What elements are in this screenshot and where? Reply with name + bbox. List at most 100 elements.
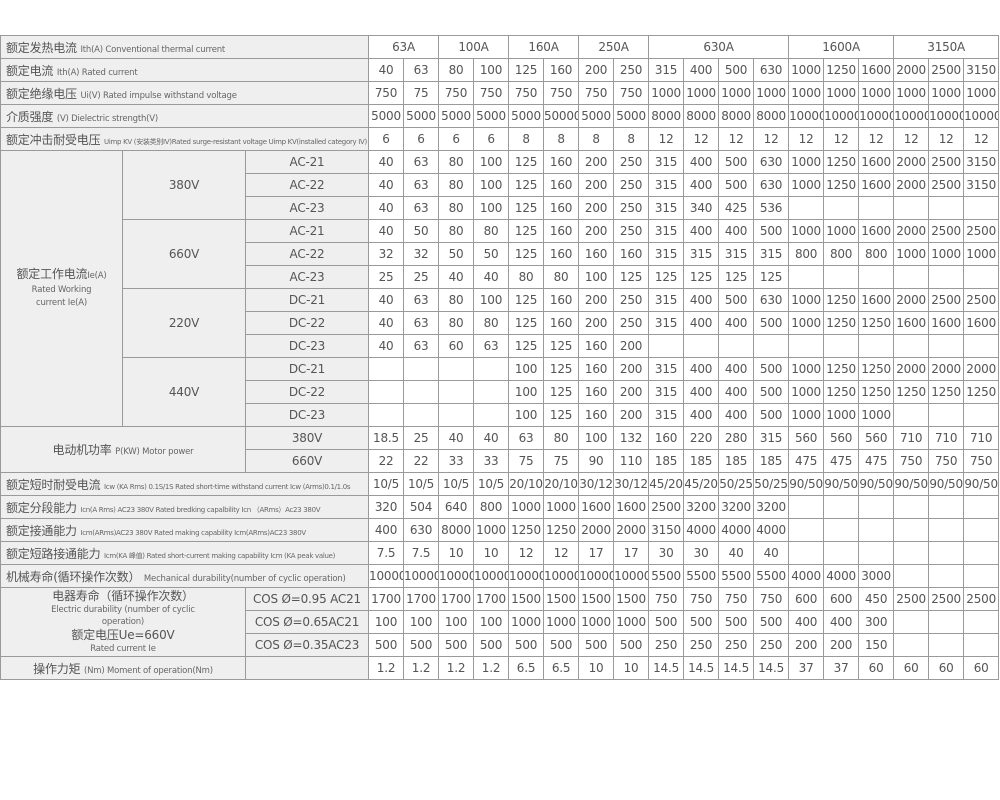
voltage-label: 660V	[244, 449, 370, 473]
value-cell: 2000	[893, 357, 930, 381]
value-cell: 8	[578, 127, 615, 151]
value-cell: 200	[613, 334, 650, 358]
value-cell	[473, 403, 510, 427]
value-cell: 40	[368, 288, 405, 312]
value-cell: 1250	[543, 518, 580, 542]
value-cell: 17	[613, 541, 650, 565]
value-cell: 475	[858, 449, 895, 473]
row-label: 额定分段能力 Icn(A Rms) AC23 380V Rated bredki…	[0, 495, 370, 519]
value-cell: 630	[753, 288, 790, 312]
value-cell: 250	[613, 219, 650, 243]
value-cell	[473, 380, 510, 404]
value-cell: 10000	[928, 104, 965, 128]
value-cell: 5000	[613, 104, 650, 128]
value-cell: 125	[648, 265, 685, 289]
value-cell: 160	[578, 242, 615, 266]
value-cell: 32	[403, 242, 440, 266]
value-cell: 8000	[683, 104, 720, 128]
value-cell: 1250	[963, 380, 1000, 404]
value-cell: 1000	[788, 380, 825, 404]
value-cell: 750	[893, 449, 930, 473]
value-cell: 315	[648, 380, 685, 404]
value-cell: 2500	[928, 150, 965, 174]
value-cell: 160	[578, 334, 615, 358]
value-cell	[368, 380, 405, 404]
value-cell	[893, 495, 930, 519]
value-cell: 14.5	[648, 656, 685, 680]
value-cell: 10000	[473, 564, 510, 588]
value-cell: 12	[928, 127, 965, 151]
value-cell: 500	[753, 219, 790, 243]
value-cell: 1.2	[368, 656, 405, 680]
value-cell: 315	[648, 311, 685, 335]
value-cell: 750	[473, 81, 510, 105]
value-cell: 90/50	[788, 472, 825, 496]
value-cell: 8000	[438, 518, 475, 542]
value-cell: 150	[858, 633, 895, 657]
value-cell: 125	[508, 288, 545, 312]
current-group-header: 1600A	[788, 35, 895, 59]
value-cell	[893, 265, 930, 289]
value-cell	[893, 334, 930, 358]
value-cell	[823, 265, 860, 289]
value-cell: 1.2	[438, 656, 475, 680]
value-cell: 1250	[858, 357, 895, 381]
row-label: 额定短路接通能力 Icm(KA 峰值) Rated short-current …	[0, 541, 370, 565]
value-cell	[893, 610, 930, 634]
value-cell: 340	[683, 196, 720, 220]
value-cell: 750	[963, 449, 1000, 473]
value-cell: 750	[753, 587, 790, 611]
value-cell: 1250	[928, 380, 965, 404]
value-cell	[928, 196, 965, 220]
value-cell: 1250	[823, 380, 860, 404]
value-cell: 5000	[368, 104, 405, 128]
value-cell: 12	[963, 127, 1000, 151]
value-cell	[963, 564, 1000, 588]
row-label-cn: 额定电流	[6, 63, 54, 78]
value-cell: 10000	[578, 564, 615, 588]
value-cell: 185	[718, 449, 755, 473]
value-cell: 25	[403, 426, 440, 450]
value-cell	[928, 495, 965, 519]
value-cell: 2500	[963, 219, 1000, 243]
value-cell: 1700	[473, 587, 510, 611]
value-cell: 10	[438, 541, 475, 565]
value-cell: 800	[473, 495, 510, 519]
value-cell: 10000	[858, 104, 895, 128]
value-cell	[893, 403, 930, 427]
value-cell: 100	[508, 403, 545, 427]
electric-durability-label: 电器寿命（循环操作次数） Electric durability (number …	[0, 587, 246, 657]
value-cell: 12	[788, 127, 825, 151]
value-cell: 50	[473, 242, 510, 266]
value-cell: 1250	[823, 357, 860, 381]
table-row: 660V AC-21 40 50 80 80 125 160 200 250 315 400 400 50…	[1, 219, 1000, 289]
value-cell	[403, 357, 440, 381]
value-cell: 800	[858, 242, 895, 266]
current-group-header: 630A	[648, 35, 790, 59]
value-cell: 1000	[788, 173, 825, 197]
value-cell: 100	[473, 150, 510, 174]
value-cell	[788, 196, 825, 220]
value-cell: 20/10	[543, 472, 580, 496]
value-cell: 125	[543, 380, 580, 404]
value-cell: 10000	[508, 564, 545, 588]
current-group-header: 3150A	[893, 35, 1000, 59]
value-cell: 45/20	[683, 472, 720, 496]
row-label-cn: 电动机功率	[52, 443, 112, 457]
value-cell: 160	[578, 380, 615, 404]
value-cell: 315	[648, 242, 685, 266]
value-cell: 400	[683, 311, 720, 335]
value-cell: 22	[403, 449, 440, 473]
value-cell: 40	[368, 150, 405, 174]
value-cell	[963, 334, 1000, 358]
table-row: 440V DC-21 100 125 160 200 315 400 400 500 1000 125…	[1, 357, 1000, 427]
value-cell: 40	[368, 219, 405, 243]
value-cell: 3200	[753, 495, 790, 519]
value-cell: 1000	[893, 81, 930, 105]
value-cell: 1000	[718, 81, 755, 105]
value-cell: 2500	[928, 58, 965, 82]
value-cell: 500	[473, 633, 510, 657]
value-cell: 6.5	[543, 656, 580, 680]
value-cell: 250	[683, 633, 720, 657]
value-cell: 63	[403, 173, 440, 197]
